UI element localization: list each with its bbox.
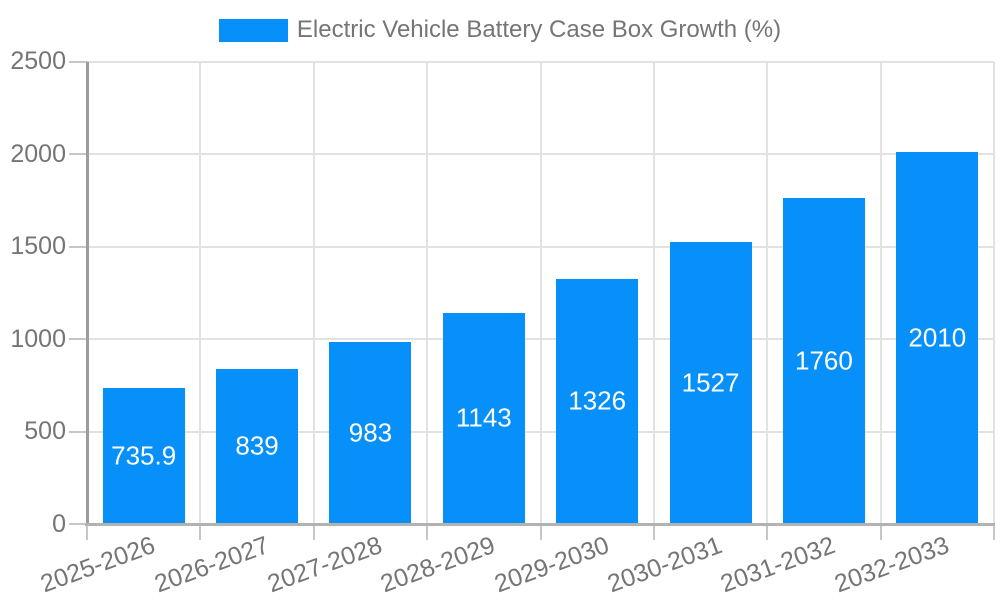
bar: 735.9: [102, 387, 185, 524]
x-tick-label: 2031-2032: [717, 531, 840, 599]
bar-value-label: 839: [235, 430, 279, 461]
y-axis-tick: [69, 430, 87, 433]
x-tick-label: 2028-2029: [377, 531, 500, 599]
y-axis-tick: [69, 245, 87, 248]
x-axis-tick: [426, 524, 429, 540]
x-gridline: [993, 61, 995, 524]
bar: 1143: [442, 312, 525, 524]
y-tick-label: 2000: [10, 139, 66, 168]
bar-value-label: 1143: [455, 402, 512, 433]
x-tick-label: 2025-2026: [36, 531, 159, 599]
x-tick-label: 2026-2027: [150, 531, 273, 599]
bar-value-label: 983: [348, 417, 393, 448]
y-tick-label: 2500: [10, 47, 66, 75]
x-axis-tick: [766, 524, 769, 540]
y-tick-label: 1000: [10, 324, 66, 353]
bar-value-label: 735.9: [111, 440, 177, 471]
x-gridline: [199, 61, 202, 524]
bar-value-label: 1760: [795, 345, 853, 376]
y-axis-tick: [69, 338, 87, 340]
x-axis-tick: [199, 524, 202, 540]
x-axis-tick: [993, 524, 995, 540]
x-axis-tick: [539, 524, 542, 540]
bar: 1326: [556, 278, 639, 524]
legend-label: Electric Vehicle Battery Case Box Growth…: [296, 16, 782, 43]
bar: 1527: [669, 241, 752, 524]
y-tick-label: 1500: [10, 232, 66, 260]
x-tick-label: 2029-2030: [490, 531, 613, 599]
x-axis-tick: [879, 524, 882, 540]
x-axis-tick: [652, 524, 655, 540]
x-tick-label: 2030-2031: [603, 531, 726, 599]
y-axis-line: [86, 61, 89, 524]
x-gridline: [879, 61, 882, 524]
legend-swatch: [218, 18, 288, 42]
x-gridline: [539, 61, 542, 524]
x-axis-line: [85, 523, 995, 526]
bar: 1760: [782, 198, 865, 524]
y-tick-label: 0: [52, 509, 66, 538]
x-gridline: [426, 61, 429, 524]
bar-value-label: 1326: [568, 385, 627, 416]
x-axis-tick: [312, 524, 315, 540]
y-tick-label: 500: [24, 417, 66, 445]
x-tick-label: 2032-2033: [830, 531, 953, 599]
x-tick-label: 2027-2028: [263, 531, 386, 599]
x-gridline: [312, 61, 315, 524]
bar: 983: [329, 342, 412, 524]
x-axis-tick: [86, 524, 88, 540]
bar-value-label: 1527: [681, 367, 740, 398]
bar: 839: [216, 368, 299, 524]
x-gridline: [766, 61, 769, 524]
y-axis-tick: [69, 153, 87, 155]
y-axis-tick: [69, 523, 87, 525]
bar: 2010: [896, 152, 979, 524]
legend[interactable]: Electric Vehicle Battery Case Box Growth…: [0, 16, 1000, 44]
x-gridline: [652, 61, 655, 524]
bar-value-label: 2010: [908, 322, 967, 353]
y-axis-tick: [69, 60, 87, 63]
